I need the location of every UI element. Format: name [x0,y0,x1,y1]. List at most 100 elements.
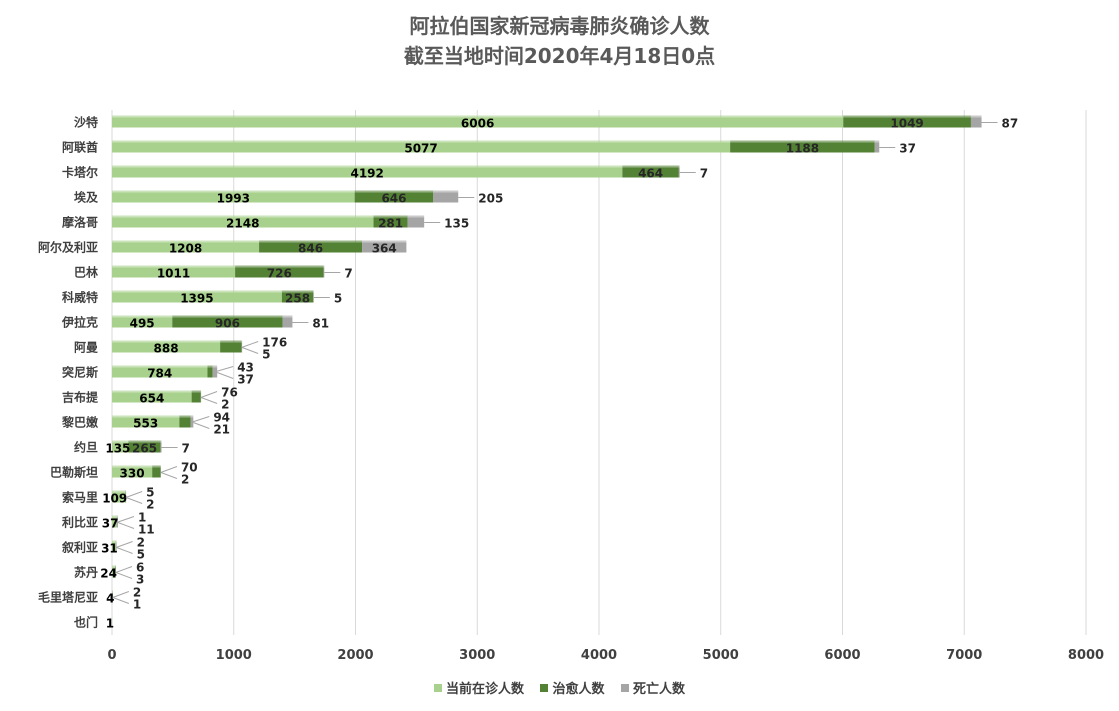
data-label: 37 [102,517,119,531]
bar-top-face [362,240,407,243]
bar-top-face [259,240,363,243]
data-label: 31 [101,542,118,556]
bar-top-face [241,340,243,343]
bar-segment [112,492,126,503]
y-category-label: 巴勒斯坦 [50,465,98,480]
data-label: 726 [267,267,292,281]
bar-top-face [128,440,161,443]
y-category-label: 吉布提 [62,390,99,405]
leader-line [125,491,143,498]
x-tick-label: 4000 [581,648,617,663]
bar-top-face [112,190,355,193]
data-label: 646 [381,192,406,206]
bar-top-face [235,265,324,268]
data-label: 265 [132,442,157,456]
y-category-label: 索马里 [62,490,98,505]
bar-top-face [874,140,880,143]
bar-segment [160,442,162,453]
data-label: 3 [136,573,144,587]
data-label: 7 [700,167,708,181]
y-category-label: 叙利亚 [61,540,98,555]
bar-segment [112,267,236,278]
y-category-label: 阿联酋 [62,140,98,155]
bar-segment [112,167,623,178]
bar-top-face [112,440,129,443]
chart-subtitle: 截至当地时间2020年4月18日0点 [403,44,716,68]
bar-top-face [190,415,194,418]
data-label: 6006 [461,117,494,131]
data-label: 6 [136,561,144,575]
bar-top-face [207,365,213,368]
y-category-label: 沙特 [74,115,98,130]
y-category-label: 利比亚 [62,515,98,530]
data-label: 1 [138,511,146,525]
bar-top-face [678,165,680,168]
leader-line [241,347,259,354]
data-label: 5 [334,292,342,306]
bar-segment [114,567,116,578]
bar-top-face [970,115,982,118]
bar-top-face [112,265,236,268]
bar-top-face [354,190,434,193]
bar-top-face [112,515,117,518]
bar-segment [235,267,324,278]
data-label: 4 [106,592,114,606]
legend-item-current: 当前在诊人数 [433,678,524,697]
data-label: 1049 [890,117,923,131]
data-label: 5 [146,486,154,500]
x-tick-label: 7000 [946,648,982,663]
x-tick-label: 1000 [216,648,252,663]
data-label: 281 [378,217,403,231]
data-label: 5077 [404,142,437,156]
bar-segment [152,467,161,478]
data-label: 1208 [169,242,202,256]
y-category-label: 科威特 [62,290,98,305]
y-category-label: 也门 [74,615,98,630]
data-label: 654 [139,392,164,406]
data-label: 176 [262,336,287,350]
data-label: 464 [638,167,663,181]
x-tick-label: 0 [107,648,116,663]
x-tick-label: 5000 [703,648,739,663]
chart-title: 阿拉伯国家新冠病毒肺炎确诊人数 [409,14,710,38]
legend-swatch-recovered [540,683,549,692]
leader-line [116,516,135,523]
bar-segment [112,242,260,253]
bar-top-face [622,165,679,168]
data-label: 330 [120,467,145,481]
chart-legend: 当前在诊人数 治愈人数 死亡人数 [0,678,1119,697]
bar-top-face [112,215,374,218]
legend-item-deaths: 死亡人数 [621,678,685,697]
data-label: 135 [105,442,130,456]
bar-top-face [125,490,126,493]
data-label: 846 [298,242,323,256]
data-label: 2 [221,398,229,412]
bar-top-face [116,540,117,543]
leader-line [116,547,133,554]
bar-top-face [112,315,173,318]
data-label: 364 [372,242,397,256]
data-label: 205 [478,192,503,206]
data-label: 37 [899,142,916,156]
bar-segment [112,192,355,203]
data-label: 1 [106,617,114,631]
bar-top-face [112,565,115,568]
bar-top-face [433,190,459,193]
legend-label-recovered: 治愈人数 [552,682,605,697]
data-label: 1395 [180,292,213,306]
leader-line [200,397,218,404]
y-category-label: 卡塔尔 [62,165,98,180]
leader-line [115,541,133,548]
y-category-label: 摩洛哥 [62,215,98,230]
bar-top-face [323,265,325,268]
data-label: 81 [312,317,329,331]
bar-top-face [282,315,293,318]
bar-segment [112,317,173,328]
bar-segment [373,217,408,228]
bar-segment [172,317,283,328]
data-label: 784 [147,367,172,381]
bar-segment [730,142,875,153]
bar-segment [112,292,282,303]
bar-segment [112,567,115,578]
y-category-label: 约旦 [74,440,98,455]
